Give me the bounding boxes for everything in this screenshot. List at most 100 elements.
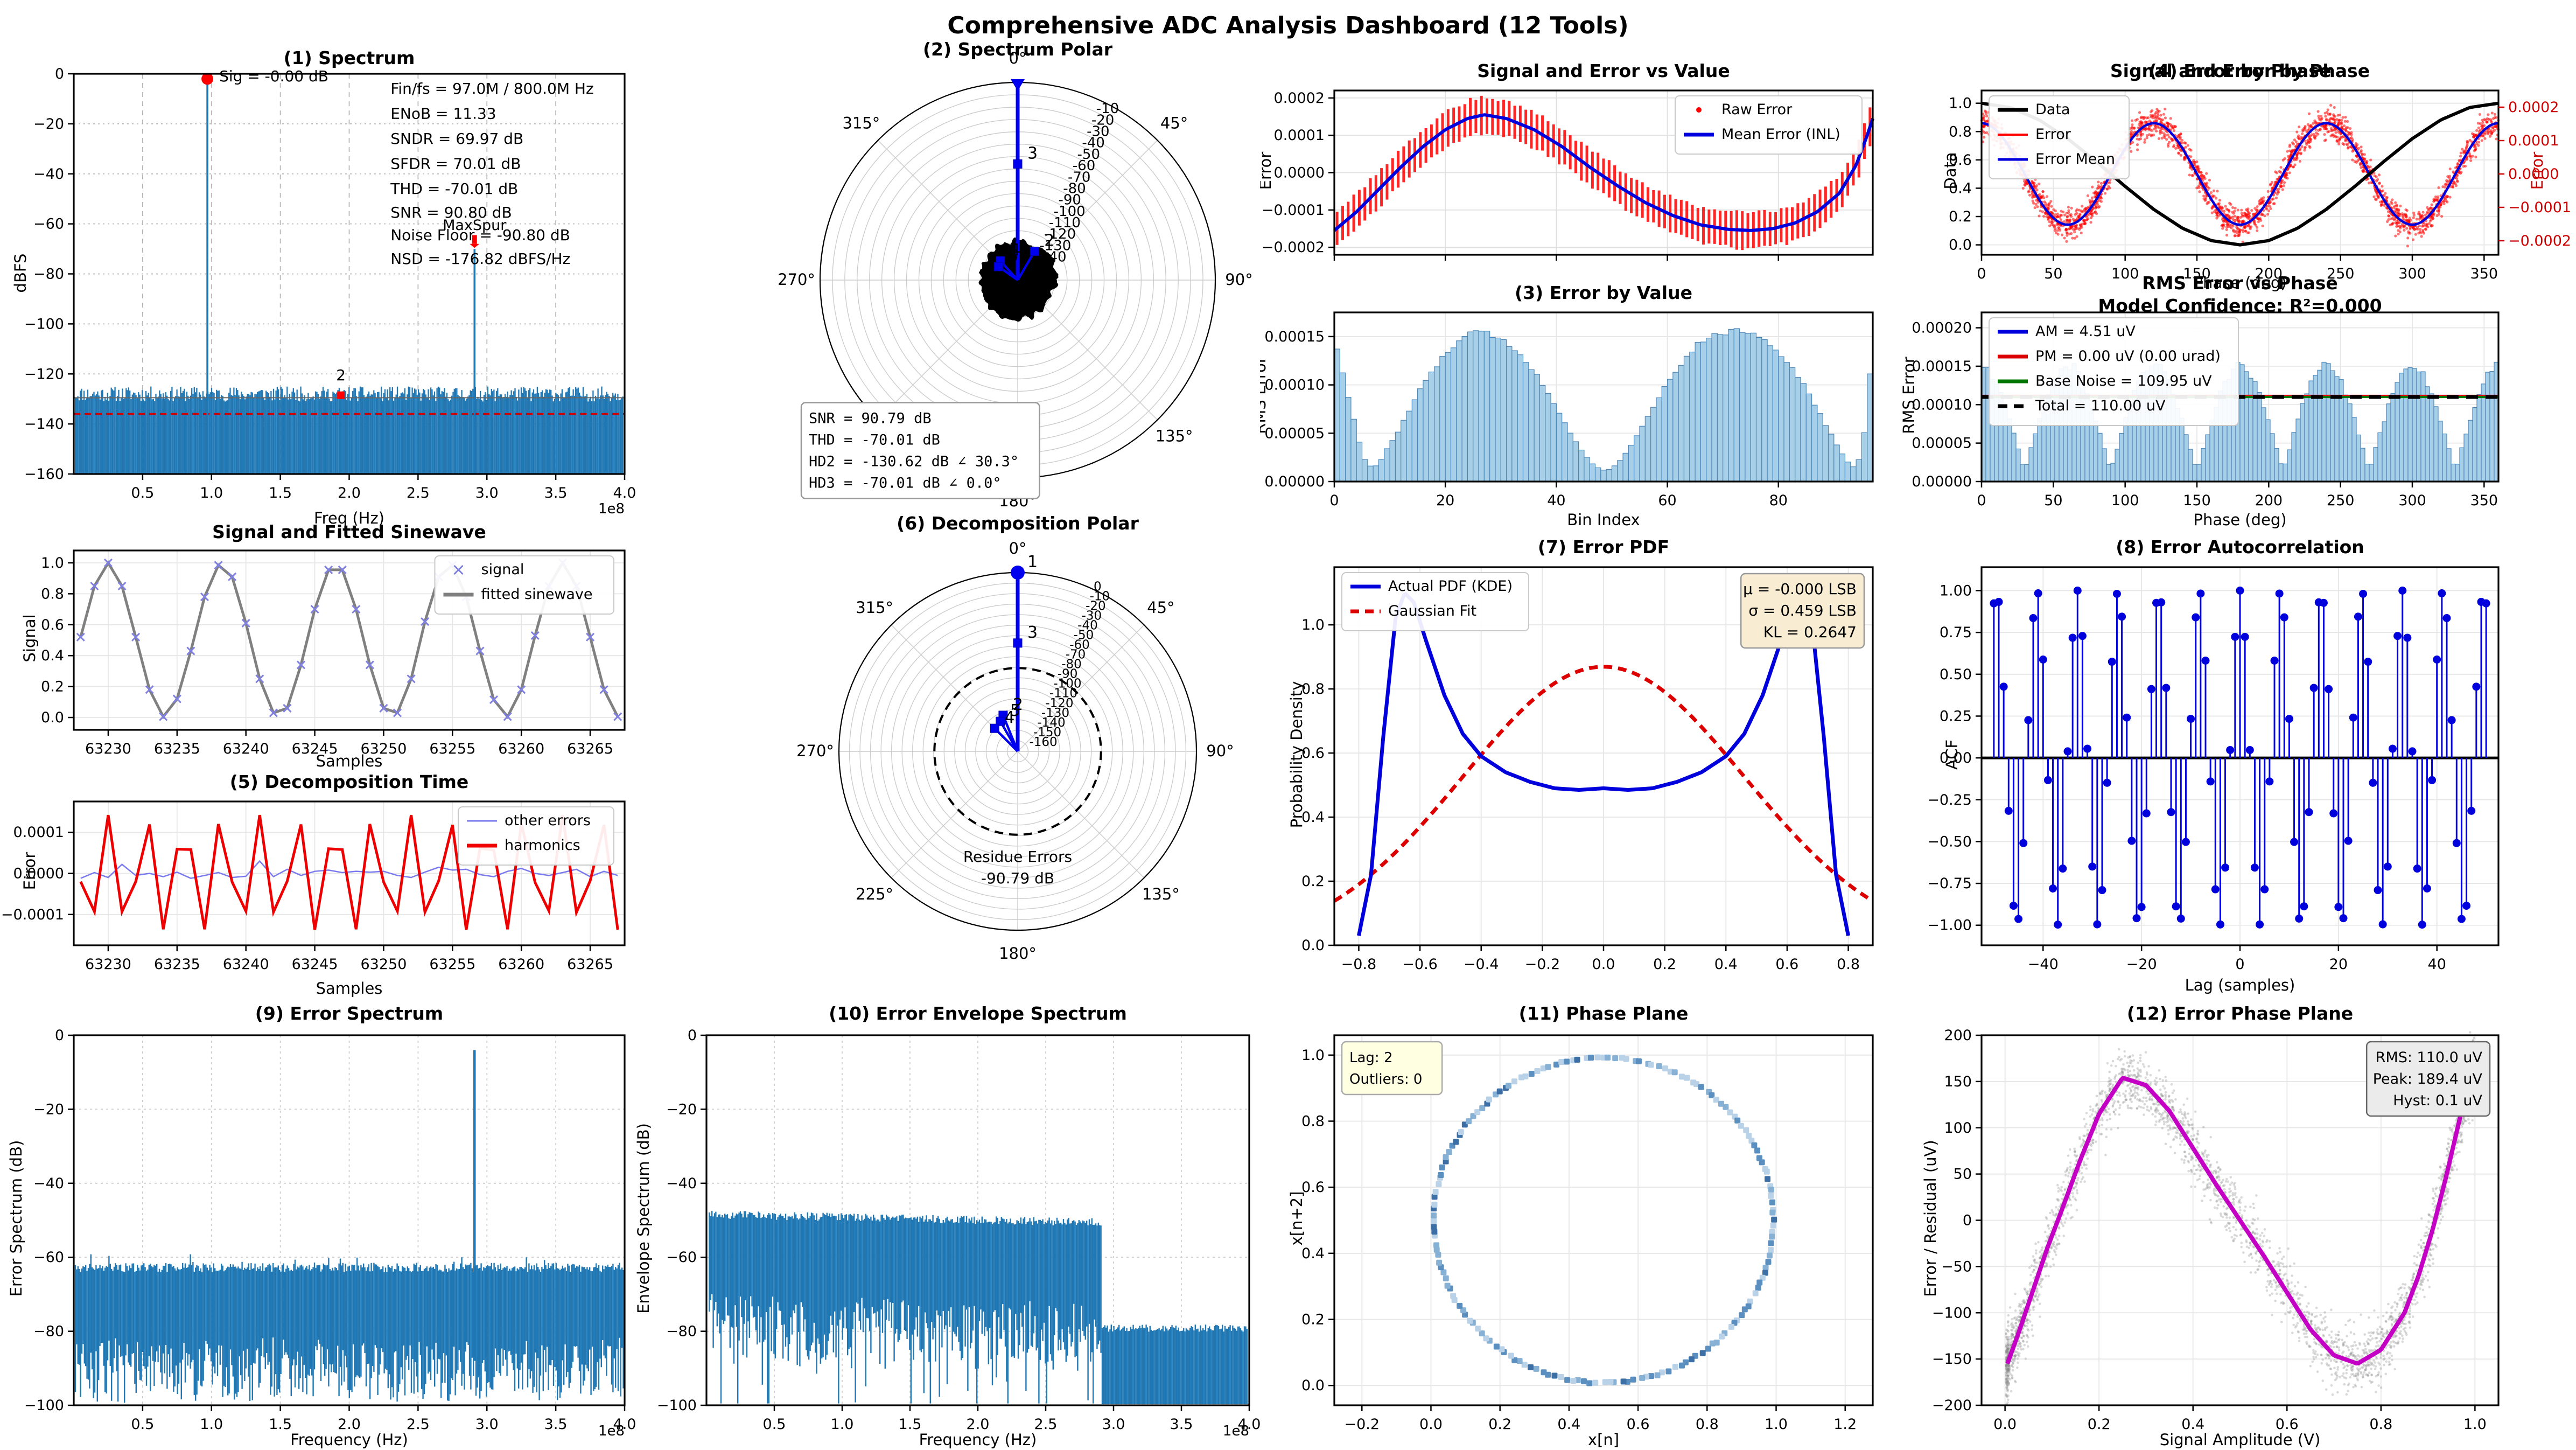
svg-text:ENoB = 11.33: ENoB = 11.33 <box>390 105 496 123</box>
svg-text:0.0: 0.0 <box>1949 237 1972 254</box>
svg-text:1.0: 1.0 <box>831 1416 854 1433</box>
svg-text:Gaussian Fit: Gaussian Fit <box>1388 603 1476 619</box>
svg-text:-20: -20 <box>1086 599 1106 613</box>
svg-text:270°: 270° <box>796 742 834 760</box>
svg-text:63235: 63235 <box>154 741 200 757</box>
svg-text:0.00000: 0.00000 <box>1912 473 1972 490</box>
svg-text:signal: signal <box>481 561 524 578</box>
decomp-time-title: (5) Decomposition Time <box>229 771 469 792</box>
svg-text:0.6: 0.6 <box>1949 152 1972 169</box>
svg-text:-40: -40 <box>1077 618 1098 632</box>
svg-text:4.0: 4.0 <box>613 485 636 501</box>
svg-text:KL = 0.2647: KL = 0.2647 <box>1763 623 1857 641</box>
err-phase-plane-plot: 0.0 0.2 0.4 0.6 0.8 1.0200150100500−50−100−15… <box>1932 1027 2500 1433</box>
svg-text:-160: -160 <box>1029 735 1057 749</box>
svg-text:-70: -70 <box>1068 169 1090 185</box>
svg-text:180°: 180° <box>999 944 1037 963</box>
svg-text:1.5: 1.5 <box>899 1416 922 1433</box>
svg-text:0.75: 0.75 <box>1940 624 1972 641</box>
svg-text:Actual PDF (KDE): Actual PDF (KDE) <box>1388 578 1513 595</box>
svg-text:-80: -80 <box>1063 180 1086 197</box>
decomp-time-xlabel: Samples <box>316 979 383 998</box>
err-phase-plane-xlabel: Signal Amplitude (V) <box>2159 1431 2321 1449</box>
svg-text:0.25: 0.25 <box>1940 708 1972 724</box>
svg-text:-110: -110 <box>1049 215 1081 231</box>
decomp-polar-title: (6) Decomposition Polar <box>897 513 1139 534</box>
svg-text:50: 50 <box>2044 266 2062 282</box>
env-spectrum-title: (10) Error Envelope Spectrum <box>829 1003 1127 1024</box>
svg-text:0.4: 0.4 <box>41 647 64 664</box>
svg-text:-50: -50 <box>1077 147 1100 163</box>
svg-text:0.2: 0.2 <box>1301 873 1325 890</box>
svg-text:-30: -30 <box>1087 124 1109 140</box>
svg-text:0.8: 0.8 <box>1837 956 1860 973</box>
svg-text:-130: -130 <box>1039 238 1071 254</box>
svg-text:200: 200 <box>2255 266 2283 282</box>
svg-text:−0.25: −0.25 <box>1927 792 1972 808</box>
svg-text:-90: -90 <box>1058 192 1081 208</box>
svg-text:−100: −100 <box>24 1397 64 1414</box>
svg-text:0.50: 0.50 <box>1940 666 1972 683</box>
svg-text:1.5: 1.5 <box>269 485 292 501</box>
svg-text:harmonics: harmonics <box>505 837 580 854</box>
svg-text:63260: 63260 <box>498 956 544 973</box>
svg-text:45°: 45° <box>1147 598 1174 617</box>
spectrum-xlabel: Freq (Hz) <box>314 509 384 527</box>
svg-text:3.5: 3.5 <box>1170 1416 1193 1433</box>
phase-plane-ylabel: x[n+2] <box>1287 1191 1306 1246</box>
svg-text:1.0: 1.0 <box>200 1416 223 1433</box>
svg-text:Raw Error: Raw Error <box>1721 101 1793 118</box>
svg-text:40: 40 <box>1547 492 1565 509</box>
svg-text:0.0002: 0.0002 <box>1274 90 1325 107</box>
svg-text:60: 60 <box>1658 492 1676 509</box>
svg-text:3.5: 3.5 <box>544 485 568 501</box>
svg-text:-150: -150 <box>1033 726 1061 740</box>
svg-text:−0.50: −0.50 <box>1927 833 1972 850</box>
svg-text:0.0001: 0.0001 <box>13 824 64 841</box>
svg-text:Sig = -0.00 dB: Sig = -0.00 dB <box>219 67 328 85</box>
svg-text:−0.0001: −0.0001 <box>1262 202 1325 219</box>
svg-text:−40: −40 <box>33 166 64 183</box>
svg-text:0.5: 0.5 <box>763 1416 786 1433</box>
svg-text:−160: −160 <box>24 466 64 483</box>
svg-text:-120: -120 <box>1045 696 1073 710</box>
err-pdf-plot: −0.8 −0.6 −0.4 −0.2 0.0 0.2 0.4 0.6 0.8 0.0 0.2 0.4… <box>1301 566 1874 973</box>
svg-text:fitted sinewave: fitted sinewave <box>481 586 593 603</box>
svg-text:−60: −60 <box>33 1249 64 1266</box>
svg-text:−20: −20 <box>33 116 64 133</box>
svg-text:-100: -100 <box>1054 204 1086 220</box>
svg-text:3: 3 <box>1027 623 1038 642</box>
err-by-value-title: (3) Error by Value <box>1515 282 1692 303</box>
err-spectrum-ylabel: Error Spectrum (dB) <box>7 1140 25 1297</box>
svg-text:0°: 0° <box>1009 49 1027 67</box>
svg-text:0.6: 0.6 <box>1301 745 1325 762</box>
svg-text:HD2 = -130.62 dB ∠ 30.3°: HD2 = -130.62 dB ∠ 30.3° <box>809 454 1019 470</box>
svg-text:0°: 0° <box>1009 539 1027 557</box>
svg-text:0.0: 0.0 <box>1592 956 1615 973</box>
svg-text:63250: 63250 <box>360 741 407 757</box>
svg-text:270°: 270° <box>778 270 815 289</box>
svg-text:SNR = 90.79 dB: SNR = 90.79 dB <box>809 410 932 427</box>
svg-text:300: 300 <box>2398 492 2426 509</box>
svg-text:135°: 135° <box>1142 885 1180 903</box>
svg-text:−20: −20 <box>33 1101 64 1118</box>
svg-text:AM = 4.51 uV: AM = 4.51 uV <box>2035 323 2136 340</box>
fitted-sine-xlabel: Samples <box>316 752 383 770</box>
svg-text:0.0001: 0.0001 <box>2508 133 2559 149</box>
svg-text:0.4: 0.4 <box>1301 809 1325 826</box>
svg-text:−20: −20 <box>666 1101 697 1118</box>
svg-text:63235: 63235 <box>154 956 200 973</box>
svg-text:2.5: 2.5 <box>407 485 430 501</box>
svg-text:3: 3 <box>1027 144 1038 163</box>
svg-text:4.0: 4.0 <box>613 1416 636 1433</box>
svg-text:135°: 135° <box>1156 427 1193 445</box>
err-phase-plane-title: (12) Error Phase Plane <box>2126 1003 2354 1024</box>
svg-text:0: 0 <box>1329 492 1339 509</box>
svg-text:4.0: 4.0 <box>1238 1416 1261 1433</box>
svg-text:5: 5 <box>1010 701 1020 720</box>
svg-text:0: 0 <box>1977 492 1986 509</box>
rms-phase-xlabel: Phase (deg) <box>2193 511 2287 529</box>
svg-text:4: 4 <box>1010 241 1020 260</box>
svg-text:0: 0 <box>1977 266 1986 282</box>
svg-text:63245: 63245 <box>292 956 338 973</box>
